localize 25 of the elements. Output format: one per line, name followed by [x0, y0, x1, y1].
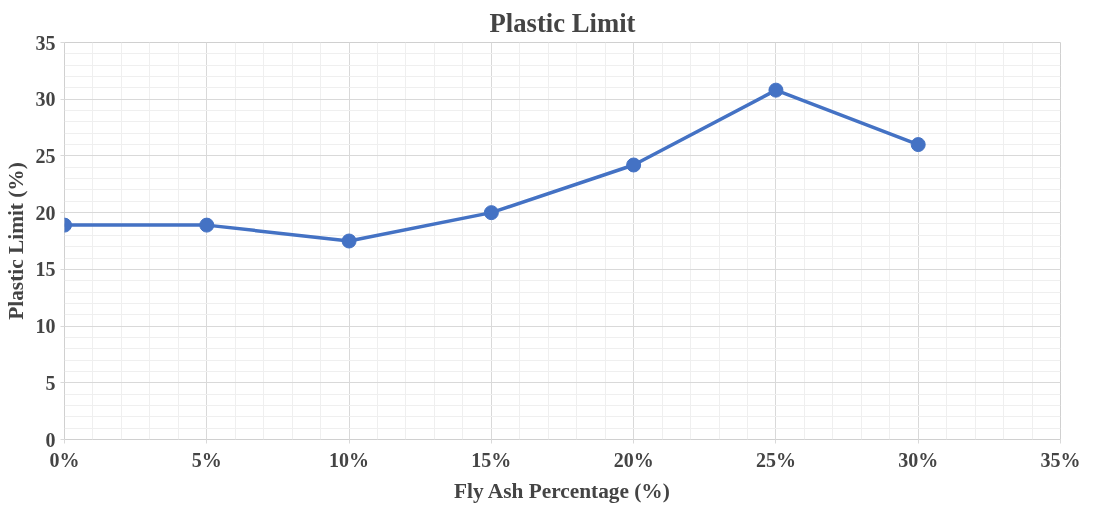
- x-tick-label: 15%: [471, 448, 512, 471]
- x-tick-label: 20%: [613, 448, 654, 471]
- x-tick-label: 5%: [191, 448, 222, 471]
- y-tick-label: 25: [35, 144, 56, 167]
- point: [910, 137, 926, 153]
- y-axis-title: Plastic Limit (%): [3, 162, 28, 320]
- y-tick-label: 10: [35, 315, 56, 338]
- x-tick-label: 10%: [329, 448, 370, 471]
- x-tick-label: 0%: [49, 448, 80, 471]
- x-tick-label: 35%: [1040, 448, 1081, 471]
- y-tick-label: 35: [35, 31, 56, 54]
- point: [626, 157, 642, 173]
- point: [483, 205, 499, 221]
- chart-title: Plastic Limit: [489, 7, 636, 38]
- y-tick-label: 20: [35, 201, 56, 224]
- point: [341, 233, 357, 249]
- y-tick-label: 30: [35, 88, 56, 111]
- y-tick-label: 5: [45, 371, 56, 394]
- x-axis-title: Fly Ash Percentage (%): [454, 478, 670, 503]
- point: [199, 217, 215, 233]
- y-tick-label: 15: [35, 258, 56, 281]
- x-tick-label: 30%: [898, 448, 939, 471]
- point: [768, 82, 784, 98]
- y-tick-label: 0: [45, 428, 56, 451]
- x-tick-label: 25%: [755, 448, 796, 471]
